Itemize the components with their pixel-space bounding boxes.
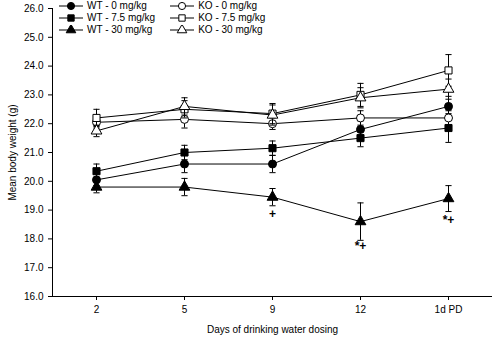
svg-text:16.0: 16.0 — [24, 291, 44, 302]
html-text:WT - 7.5 mg/kg: WT - 7.5 mg/kg — [87, 12, 156, 23]
svg-text:25.0: 25.0 — [24, 32, 44, 43]
svg-text:12: 12 — [355, 304, 367, 315]
svg-text:21.0: 21.0 — [24, 147, 44, 158]
svg-text:*+: *+ — [355, 239, 367, 253]
svg-text:23.0: 23.0 — [24, 89, 44, 100]
svg-text:Mean body weight (g): Mean body weight (g) — [7, 104, 18, 200]
svg-text:22.0: 22.0 — [24, 118, 44, 129]
svg-text:26.0: 26.0 — [24, 3, 44, 14]
svg-text:*+: *+ — [443, 213, 455, 227]
svg-text:9: 9 — [270, 304, 276, 315]
svg-text:17.0: 17.0 — [24, 262, 44, 273]
html-text:KO - 30 mg/kg: KO - 30 mg/kg — [198, 24, 263, 35]
svg-text:24.0: 24.0 — [24, 60, 44, 71]
svg-text:+: + — [269, 207, 276, 221]
svg-text:Days of drinking water dosing: Days of drinking water dosing — [207, 324, 338, 335]
svg-text:1d PD: 1d PD — [435, 304, 463, 315]
svg-text:19.0: 19.0 — [24, 204, 44, 215]
svg-text:2: 2 — [94, 304, 100, 315]
html-text:KO - 0 mg/kg: KO - 0 mg/kg — [198, 0, 258, 11]
svg-text:18.0: 18.0 — [24, 233, 44, 244]
html-text:WT - 0 mg/kg: WT - 0 mg/kg — [87, 0, 147, 11]
svg-text:5: 5 — [182, 304, 188, 315]
html-text:WT - 30 mg/kg: WT - 30 mg/kg — [87, 24, 153, 35]
svg-text:20.0: 20.0 — [24, 176, 44, 187]
html-text:KO - 7.5 mg/kg: KO - 7.5 mg/kg — [198, 12, 266, 23]
